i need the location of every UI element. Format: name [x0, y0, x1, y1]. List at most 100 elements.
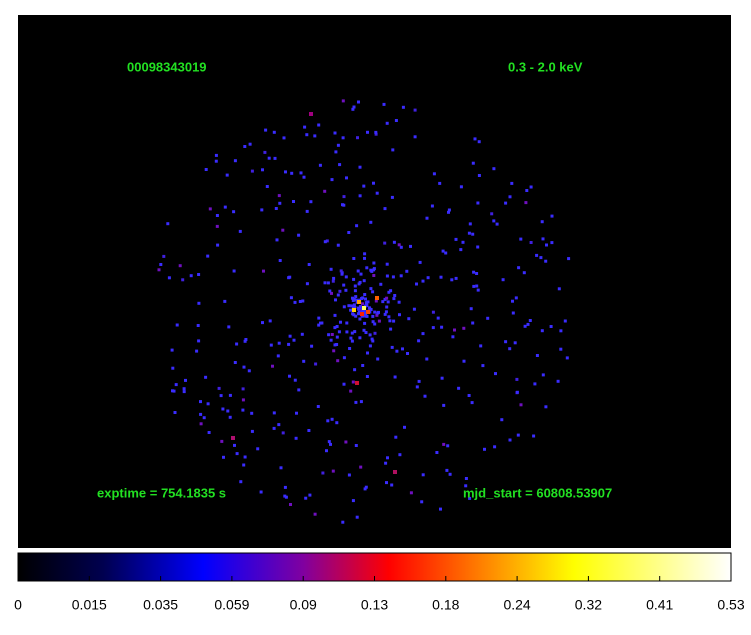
- event: [235, 452, 239, 456]
- tick-label: 0.09: [290, 597, 317, 613]
- event: [367, 306, 371, 310]
- event: [486, 316, 490, 320]
- event: [308, 493, 312, 497]
- event: [239, 480, 243, 484]
- event: [391, 148, 395, 152]
- exptime: exptime = 754.1835 s: [97, 485, 226, 500]
- event: [317, 123, 321, 127]
- event: [313, 512, 317, 516]
- event: [273, 156, 277, 160]
- event: [550, 214, 554, 218]
- event: [196, 324, 200, 327]
- event: [166, 222, 170, 226]
- event: [459, 185, 463, 189]
- bright-event: [360, 312, 364, 316]
- event: [351, 312, 355, 316]
- event: [305, 282, 309, 286]
- event: [508, 438, 512, 442]
- event: [339, 269, 343, 273]
- event: [326, 281, 330, 285]
- event: [241, 408, 245, 412]
- event: [473, 137, 477, 141]
- event: [238, 229, 242, 233]
- event: [397, 300, 401, 304]
- event: [281, 431, 285, 435]
- event: [207, 431, 211, 434]
- event: [364, 331, 368, 334]
- event: [342, 283, 346, 287]
- event: [335, 343, 339, 346]
- event: [329, 338, 333, 342]
- event: [421, 332, 425, 336]
- event: [544, 405, 548, 409]
- event: [373, 310, 377, 314]
- event: [336, 293, 340, 297]
- event: [261, 168, 264, 172]
- event: [225, 173, 229, 177]
- event: [399, 274, 403, 278]
- event: [477, 140, 481, 144]
- event: [331, 469, 335, 473]
- event: [330, 333, 334, 336]
- event: [275, 238, 279, 242]
- event: [298, 300, 302, 303]
- event: [244, 338, 248, 341]
- event: [413, 135, 417, 139]
- event: [383, 241, 387, 245]
- event: [385, 305, 389, 309]
- event: [532, 434, 536, 438]
- event: [204, 375, 208, 379]
- event: [331, 279, 335, 283]
- event: [364, 485, 368, 489]
- image-frame: [18, 15, 731, 548]
- event: [288, 334, 292, 338]
- event: [319, 321, 322, 325]
- event: [504, 340, 508, 344]
- event: [370, 337, 374, 341]
- event: [470, 401, 474, 405]
- event: [345, 176, 348, 180]
- event: [493, 445, 497, 449]
- event: [379, 282, 383, 286]
- event: [492, 167, 496, 171]
- event: [341, 520, 345, 524]
- event: [347, 231, 351, 234]
- event: [370, 269, 374, 273]
- event: [399, 245, 403, 249]
- event: [510, 181, 514, 185]
- event: [204, 168, 208, 171]
- event: [222, 455, 225, 459]
- event: [364, 311, 368, 315]
- event: [223, 205, 227, 209]
- event: [277, 341, 281, 345]
- event: [398, 313, 401, 317]
- event: [436, 316, 440, 320]
- event: [417, 379, 421, 383]
- event: [450, 278, 454, 282]
- tick-label: 0.24: [503, 597, 530, 613]
- tick-label: 0.059: [214, 597, 249, 613]
- event: [372, 267, 376, 271]
- event: [226, 409, 230, 413]
- event: [323, 281, 327, 285]
- event: [248, 142, 252, 146]
- event: [407, 317, 411, 321]
- event: [557, 287, 561, 291]
- event: [353, 289, 357, 293]
- event: [369, 220, 373, 224]
- tick-label: 0.13: [361, 597, 388, 613]
- event: [372, 274, 376, 277]
- event: [332, 349, 336, 353]
- event: [539, 256, 543, 260]
- event: [528, 319, 532, 322]
- event: [417, 339, 421, 343]
- event: [479, 344, 483, 348]
- event: [214, 159, 218, 163]
- event: [365, 375, 369, 378]
- event: [351, 380, 355, 384]
- event: [431, 310, 435, 314]
- bright-event: [366, 310, 370, 314]
- event: [426, 276, 430, 280]
- event: [529, 185, 533, 189]
- event: [250, 429, 254, 433]
